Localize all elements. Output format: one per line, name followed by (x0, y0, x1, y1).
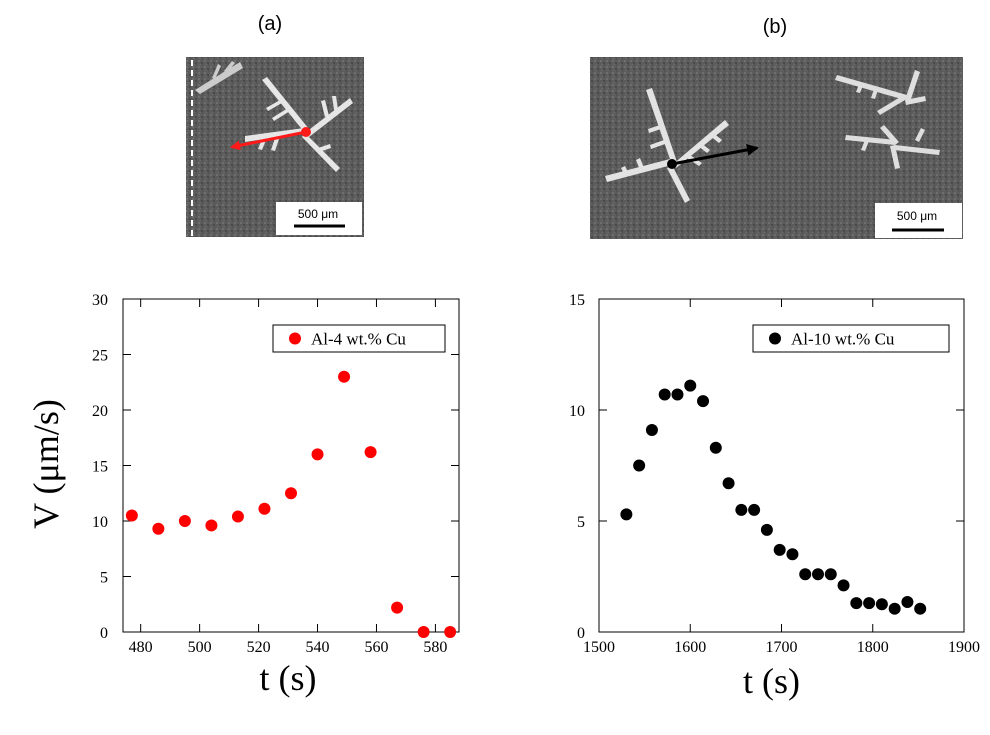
legend-marker (769, 333, 781, 345)
y-axis-label: V (μm/s) (26, 399, 66, 529)
data-point (786, 548, 798, 560)
data-point (825, 568, 837, 580)
scale-bar-label-a: 500 μm (298, 207, 338, 221)
data-point (863, 597, 875, 609)
data-point (633, 460, 645, 472)
data-point (179, 515, 191, 527)
micrograph-a: 500 μm (186, 57, 364, 237)
x-tick-label: 520 (247, 639, 271, 656)
data-point (735, 504, 747, 516)
y-tick-label: 15 (569, 292, 585, 309)
y-tick-label: 5 (577, 514, 585, 531)
y-tick-label: 10 (92, 514, 108, 531)
data-point (684, 380, 696, 392)
y-tick-label: 30 (92, 292, 108, 309)
micrograph-b: 500 μm (590, 57, 963, 239)
x-tick-label: 560 (364, 639, 388, 656)
data-point (285, 487, 297, 499)
x-tick-label: 1600 (674, 639, 706, 656)
data-point (312, 448, 324, 460)
data-point (258, 503, 270, 515)
scale-bar-label-b: 500 μm (897, 209, 937, 223)
data-point (671, 388, 683, 400)
x-axis-label: t (s) (743, 661, 800, 701)
data-point (152, 523, 164, 535)
panel-label-b: (b) (763, 16, 787, 38)
data-point (812, 568, 824, 580)
data-point (697, 395, 709, 407)
data-point (126, 509, 138, 521)
data-point (876, 598, 888, 610)
data-point (799, 568, 811, 580)
data-point (659, 388, 671, 400)
x-tick-label: 580 (423, 639, 447, 656)
x-tick-label: 480 (129, 639, 153, 656)
data-point (914, 603, 926, 615)
legend-label: Al-4 wt.% Cu (311, 330, 406, 349)
y-tick-label: 25 (92, 348, 108, 365)
legend-marker (289, 333, 301, 345)
data-point (761, 524, 773, 536)
data-point (444, 626, 456, 638)
chart-b: 1500 1600 1700 1800 1900 0 5 10 15 t (s) Al-10 wt.… (569, 292, 980, 701)
x-axis-label: t (s) (260, 658, 317, 698)
data-point (391, 602, 403, 614)
data-point (723, 477, 735, 489)
data-point (338, 371, 350, 383)
y-tick-label: 5 (100, 570, 108, 587)
data-point (889, 603, 901, 615)
x-tick-label: 540 (306, 639, 330, 656)
x-tick-label: 1700 (766, 639, 798, 656)
x-tick-label: 1900 (948, 639, 980, 656)
data-point (365, 446, 377, 458)
data-point (646, 424, 658, 436)
y-tick-label: 15 (92, 459, 108, 476)
data-point (838, 579, 850, 591)
y-tick-label: 0 (577, 625, 585, 642)
data-point (774, 544, 786, 556)
panel-label-a: (a) (258, 13, 282, 35)
data-point (850, 597, 862, 609)
y-tick-label: 10 (569, 403, 585, 420)
data-point (710, 442, 722, 454)
data-point (901, 596, 913, 608)
y-tick-label: 0 (100, 625, 108, 642)
x-tick-label: 1500 (583, 639, 615, 656)
data-point (232, 511, 244, 523)
chart-a: 480 500 520 540 560 580 0 5 10 15 20 25 30 t (s) Al-4 … (92, 292, 459, 698)
data-point (418, 626, 430, 638)
data-point (620, 508, 632, 520)
data-point (748, 504, 760, 516)
x-tick-label: 500 (188, 639, 212, 656)
x-tick-label: 1800 (857, 639, 889, 656)
data-point (205, 519, 217, 531)
y-tick-label: 20 (92, 403, 108, 420)
legend-label: Al-10 wt.% Cu (791, 330, 895, 349)
